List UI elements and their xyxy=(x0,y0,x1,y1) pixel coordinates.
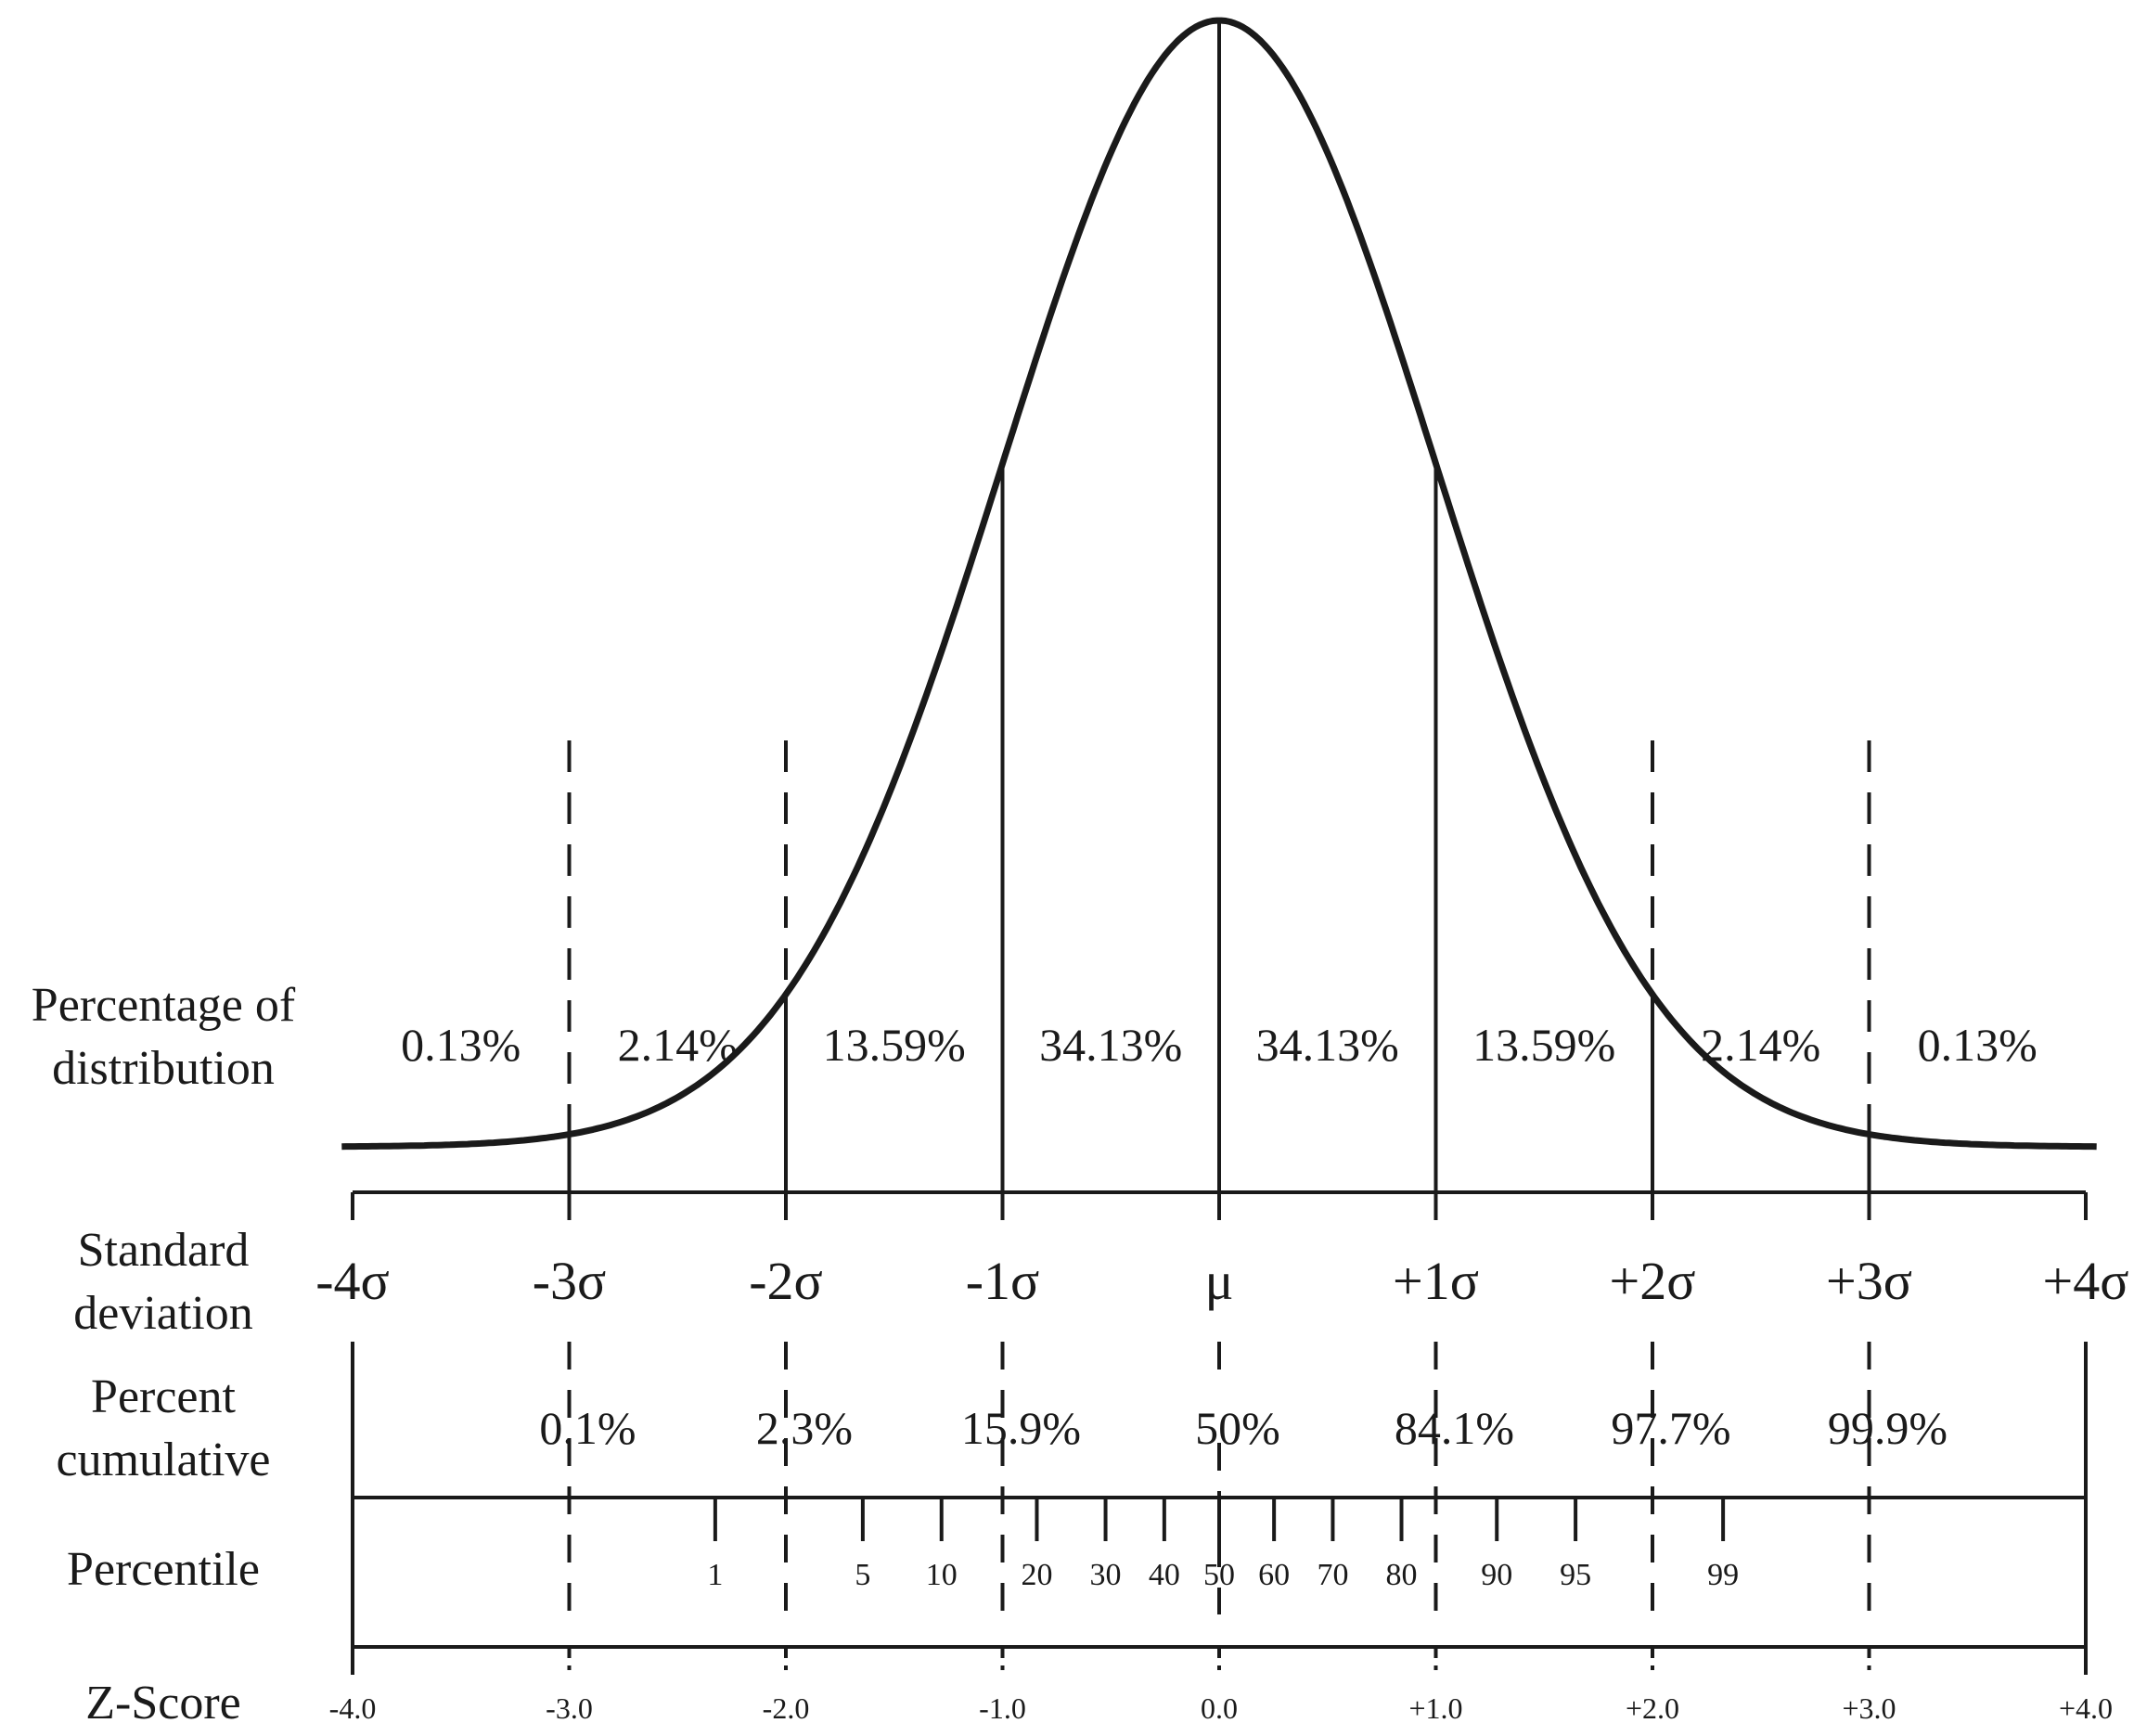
zscore-label-3: -1.0 xyxy=(979,1691,1026,1725)
distribution-percent-0: 0.13% xyxy=(401,1019,521,1071)
sd-label-8: +4σ xyxy=(2043,1251,2129,1311)
cumulative-label--3: 0.1% xyxy=(539,1402,636,1454)
percentile-label-30: 30 xyxy=(1090,1558,1122,1592)
cumulative-label-3: 99.9% xyxy=(1828,1402,1948,1454)
cumulative-label-2: 97.7% xyxy=(1611,1402,1730,1454)
sd-label-5: +1σ xyxy=(1393,1251,1479,1311)
percentile-label-90: 90 xyxy=(1481,1558,1512,1592)
distribution-percent-7: 0.13% xyxy=(1918,1019,2038,1071)
sd-row-label-line1: Standard xyxy=(78,1224,250,1277)
zscore-label-2: -2.0 xyxy=(763,1691,810,1725)
cumulative-row-label-line2: cumulative xyxy=(56,1434,270,1486)
percentile-label-1: 1 xyxy=(707,1558,723,1592)
distribution-percent-3: 34.13% xyxy=(1039,1019,1182,1071)
distribution-percent-6: 2.14% xyxy=(1701,1019,1820,1071)
percentile-label-10: 10 xyxy=(926,1558,958,1592)
distribution-percent-1: 2.14% xyxy=(618,1019,738,1071)
sd-label-7: +3σ xyxy=(1826,1251,1912,1311)
distribution-percent-5: 13.59% xyxy=(1472,1019,1615,1071)
percentage-row-label-line2: distribution xyxy=(52,1042,275,1095)
percentile-label-5: 5 xyxy=(855,1558,870,1592)
cumulative-label-1: 84.1% xyxy=(1395,1402,1514,1454)
percentile-label-40: 40 xyxy=(1149,1558,1180,1592)
distribution-percent-4: 34.13% xyxy=(1256,1019,1399,1071)
cumulative-label-0: 50% xyxy=(1195,1402,1280,1454)
percentile-label-80: 80 xyxy=(1386,1558,1418,1592)
zscore-label-8: +4.0 xyxy=(2059,1691,2113,1725)
percentile-label-50: 50 xyxy=(1203,1558,1235,1592)
percentile-label-99: 99 xyxy=(1707,1558,1739,1592)
zscore-label-5: +1.0 xyxy=(1408,1691,1462,1725)
sd-label-0: -4σ xyxy=(315,1251,390,1311)
zscore-label-7: +3.0 xyxy=(1842,1691,1896,1725)
percentile-label-95: 95 xyxy=(1560,1558,1591,1592)
zscore-label-6: +2.0 xyxy=(1626,1691,1679,1725)
zscore-row-label: Z-Score xyxy=(85,1677,240,1730)
percentile-label-20: 20 xyxy=(1021,1558,1052,1592)
diagram-lines xyxy=(341,17,2097,1675)
distribution-percent-2: 13.59% xyxy=(823,1019,966,1071)
cumulative-row-label-line1: Percent xyxy=(91,1370,236,1423)
sd-label-4: μ xyxy=(1204,1251,1233,1311)
cumulative-label--2: 2.3% xyxy=(756,1402,853,1454)
percentile-row-label: Percentile xyxy=(67,1543,260,1596)
diagram-value-labels: 1 5 10 20 30 40 50 60 70 80 90 95 99 0.13% 2.14% 13.59%… xyxy=(315,1019,2128,1725)
sd-label-3: -1σ xyxy=(966,1251,1040,1311)
sd-label-1: -3σ xyxy=(533,1251,607,1311)
percentage-row-label-line1: Percentage of xyxy=(32,979,296,1032)
percentile-label-70: 70 xyxy=(1317,1558,1348,1592)
zscore-label-1: -3.0 xyxy=(546,1691,593,1725)
sd-label-2: -2σ xyxy=(749,1251,823,1311)
zscore-label-4: 0.0 xyxy=(1201,1691,1238,1725)
sd-row-label-line2: deviation xyxy=(73,1287,253,1340)
cumulative-label--1: 15.9% xyxy=(961,1402,1081,1454)
sd-label-6: +2σ xyxy=(1610,1251,1696,1311)
percentile-label-60: 60 xyxy=(1258,1558,1290,1592)
zscore-label-0: -4.0 xyxy=(329,1691,377,1725)
